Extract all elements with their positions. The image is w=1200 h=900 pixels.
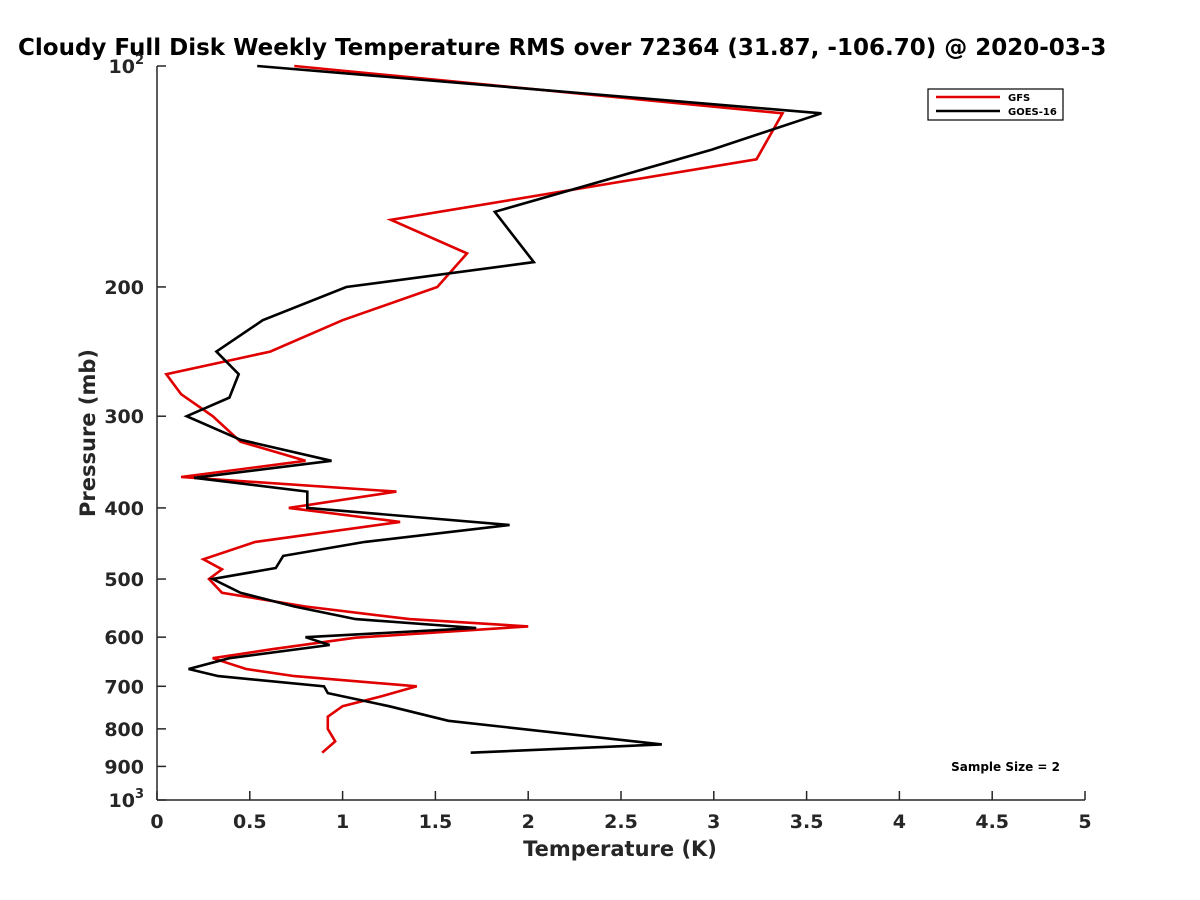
- x-tick-label: 3.5: [790, 811, 824, 833]
- x-tick-label: 2: [522, 811, 535, 833]
- y-tick-label: 800: [104, 719, 144, 741]
- y-tick-label: 500: [104, 569, 144, 591]
- x-axis-label: Temperature (K): [523, 837, 717, 861]
- x-tick-label: 5: [1078, 811, 1091, 833]
- chart-title: Cloudy Full Disk Weekly Temperature RMS …: [18, 35, 1106, 61]
- y-tick-label: 103: [109, 787, 145, 812]
- x-tick-label: 1.5: [419, 811, 453, 833]
- x-tick-label: 0.5: [233, 811, 267, 833]
- legend-box: [927, 88, 1064, 121]
- legend: GFS GOES-16: [927, 88, 1064, 121]
- legend-label: GOES-16: [1008, 107, 1057, 118]
- y-tick-label: 900: [104, 756, 144, 778]
- y-axis-label: Pressure (mb): [76, 349, 100, 517]
- plot-area: [164, 64, 822, 754]
- sample-size-note: Sample Size = 2: [951, 760, 1060, 774]
- y-tick-label: 200: [104, 277, 144, 299]
- series-line-gfs: [164, 64, 785, 754]
- x-tick-label: 0: [150, 811, 163, 833]
- x-tick-label: 4: [893, 811, 906, 833]
- y-tick-label: 300: [104, 406, 144, 428]
- x-tick-label: 3: [707, 811, 720, 833]
- x-tick-label: 4.5: [975, 811, 1009, 833]
- legend-label: GFS: [1008, 93, 1030, 104]
- axes: 0 0.5 1 1.5 2 2.5 3 3.5 4 4.5 5 102 200 300 400 500 600 7…: [104, 53, 1091, 833]
- y-tick-label: 400: [104, 498, 144, 520]
- series-line-goes-16: [183, 64, 822, 754]
- y-tick-label: 102: [109, 53, 145, 78]
- y-tick-label: 600: [104, 627, 144, 649]
- x-tick-label: 2.5: [604, 811, 638, 833]
- x-tick-label: 1: [336, 811, 349, 833]
- y-tick-label: 700: [104, 676, 144, 698]
